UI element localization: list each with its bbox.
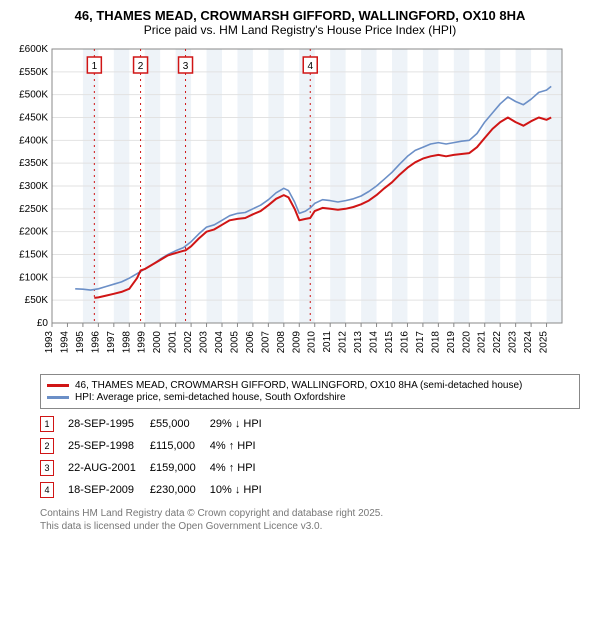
svg-text:£0: £0: [37, 318, 49, 329]
table-row: 2 25-SEP-1998£115,0004% ↑ HPI: [40, 435, 276, 457]
footer-line1: Contains HM Land Registry data © Crown c…: [40, 507, 592, 520]
transaction-delta: 29% ↓ HPI: [210, 413, 276, 435]
transaction-date: 22-AUG-2001: [68, 457, 150, 479]
chart-title-line1: 46, THAMES MEAD, CROWMARSH GIFFORD, WALL…: [8, 8, 592, 23]
svg-text:1998: 1998: [121, 331, 132, 354]
svg-text:2011: 2011: [322, 331, 333, 353]
transactions-table: 1 28-SEP-1995£55,00029% ↓ HPI 2 25-SEP-1998…: [40, 413, 276, 501]
svg-text:2009: 2009: [291, 331, 302, 354]
legend-label-hpi: HPI: Average price, semi-detached house,…: [75, 392, 346, 403]
legend: 46, THAMES MEAD, CROWMARSH GIFFORD, WALL…: [40, 374, 580, 409]
svg-text:£600K: £600K: [19, 44, 48, 55]
svg-text:1: 1: [92, 61, 98, 72]
svg-text:£250K: £250K: [19, 204, 48, 215]
svg-text:£450K: £450K: [19, 113, 48, 124]
svg-text:2013: 2013: [353, 331, 364, 354]
svg-text:£150K: £150K: [19, 250, 48, 261]
transaction-delta: 4% ↑ HPI: [210, 435, 276, 457]
svg-text:£200K: £200K: [19, 227, 48, 238]
table-row: 3 22-AUG-2001£159,0004% ↑ HPI: [40, 457, 276, 479]
svg-text:2020: 2020: [461, 331, 472, 354]
transaction-date: 25-SEP-1998: [68, 435, 150, 457]
transaction-marker: 3: [40, 460, 54, 476]
chart-title-line2: Price paid vs. HM Land Registry's House …: [8, 23, 592, 37]
svg-text:2014: 2014: [369, 331, 380, 354]
svg-text:1997: 1997: [106, 331, 117, 354]
transaction-marker: 4: [40, 482, 54, 498]
table-row: 1 28-SEP-1995£55,00029% ↓ HPI: [40, 413, 276, 435]
svg-text:3: 3: [183, 61, 189, 72]
svg-text:2007: 2007: [260, 331, 271, 354]
svg-text:2021: 2021: [477, 331, 488, 354]
legend-swatch-hpi: [47, 396, 69, 399]
transaction-delta: 4% ↑ HPI: [210, 457, 276, 479]
svg-text:2025: 2025: [539, 331, 550, 354]
transaction-price: £230,000: [150, 479, 210, 501]
transaction-date: 28-SEP-1995: [68, 413, 150, 435]
svg-text:2024: 2024: [523, 331, 534, 354]
svg-text:2002: 2002: [183, 331, 194, 354]
svg-text:£500K: £500K: [19, 90, 48, 101]
transaction-delta: 10% ↓ HPI: [210, 479, 276, 501]
table-row: 4 18-SEP-2009£230,00010% ↓ HPI: [40, 479, 276, 501]
svg-text:1994: 1994: [59, 331, 70, 354]
svg-text:2023: 2023: [508, 331, 519, 354]
legend-swatch-price-paid: [47, 384, 69, 387]
transaction-marker: 1: [40, 416, 54, 432]
transaction-price: £115,000: [150, 435, 210, 457]
svg-text:2012: 2012: [338, 331, 349, 354]
legend-label-price-paid: 46, THAMES MEAD, CROWMARSH GIFFORD, WALL…: [75, 380, 522, 391]
transaction-marker: 2: [40, 438, 54, 454]
svg-text:£300K: £300K: [19, 181, 48, 192]
svg-text:4: 4: [307, 61, 313, 72]
svg-text:1995: 1995: [75, 331, 86, 354]
footer-attribution: Contains HM Land Registry data © Crown c…: [40, 507, 592, 533]
svg-text:2017: 2017: [415, 331, 426, 354]
svg-text:2010: 2010: [307, 331, 318, 354]
svg-text:£400K: £400K: [19, 135, 48, 146]
svg-text:2005: 2005: [229, 331, 240, 354]
svg-text:2015: 2015: [384, 331, 395, 354]
transaction-date: 18-SEP-2009: [68, 479, 150, 501]
svg-text:£550K: £550K: [19, 67, 48, 78]
svg-text:£350K: £350K: [19, 158, 48, 169]
svg-text:2022: 2022: [492, 331, 503, 354]
transaction-price: £55,000: [150, 413, 210, 435]
transaction-price: £159,000: [150, 457, 210, 479]
svg-text:2016: 2016: [399, 331, 410, 354]
svg-text:2003: 2003: [199, 331, 210, 354]
svg-text:£100K: £100K: [19, 272, 48, 283]
svg-text:2018: 2018: [430, 331, 441, 354]
footer-line2: This data is licensed under the Open Gov…: [40, 520, 592, 533]
price-chart: £0 £50K £100K £150K £200K £250K £300K £350K £400…: [8, 43, 568, 363]
svg-text:2004: 2004: [214, 331, 225, 354]
svg-text:2019: 2019: [446, 331, 457, 354]
svg-text:2001: 2001: [168, 331, 179, 354]
svg-text:1999: 1999: [137, 331, 148, 354]
chart-container: £0 £50K £100K £150K £200K £250K £300K £350K £400…: [8, 43, 592, 368]
svg-text:£50K: £50K: [25, 295, 49, 306]
svg-text:2006: 2006: [245, 331, 256, 354]
svg-text:1996: 1996: [90, 331, 101, 354]
svg-text:2: 2: [138, 61, 144, 72]
svg-text:2008: 2008: [276, 331, 287, 354]
svg-text:2000: 2000: [152, 331, 163, 354]
svg-text:1993: 1993: [44, 331, 55, 354]
